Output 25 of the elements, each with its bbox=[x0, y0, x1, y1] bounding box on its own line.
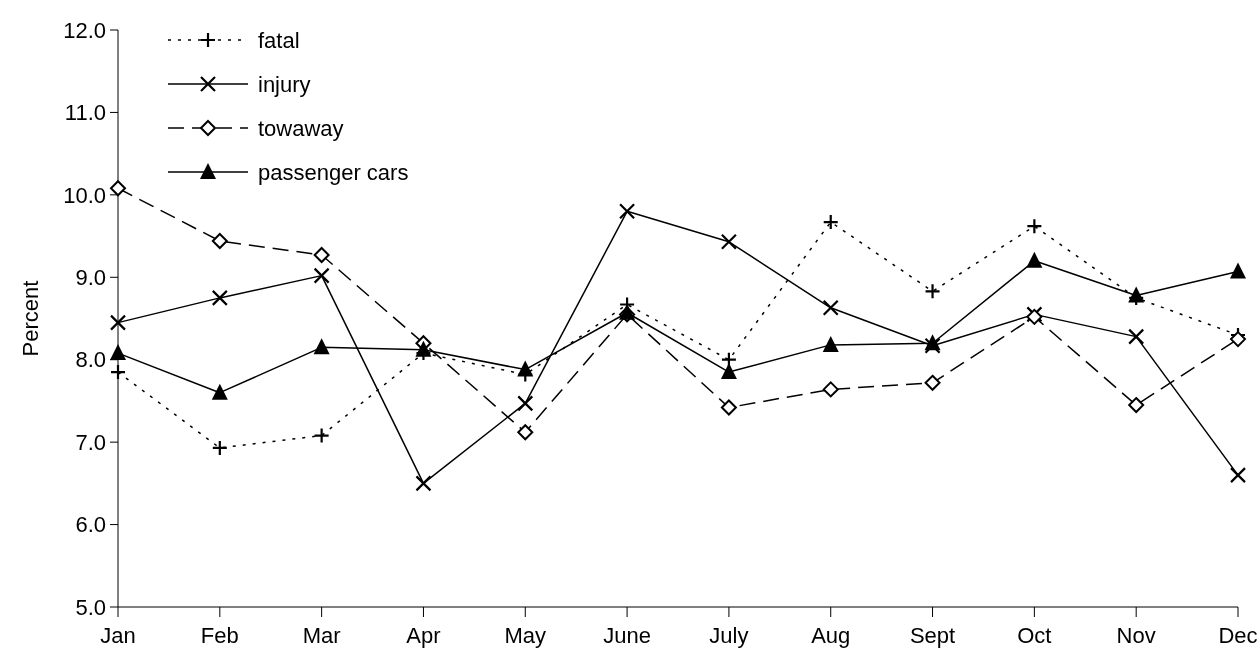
legend-label: fatal bbox=[258, 27, 300, 53]
y-axis-title: Percent bbox=[18, 280, 43, 357]
y-tick-label: 12.0 bbox=[63, 17, 106, 43]
x-tick-label: Sept bbox=[909, 623, 956, 648]
y-tick-label: 8.0 bbox=[75, 347, 106, 373]
x-tick-label: July bbox=[709, 623, 749, 648]
y-tick-label: 7.0 bbox=[75, 429, 106, 455]
legend-label: towaway bbox=[258, 115, 344, 141]
legend-label: injury bbox=[258, 71, 311, 97]
x-tick-label: Oct bbox=[1017, 623, 1052, 648]
legend-label: passenger cars bbox=[258, 159, 409, 185]
x-tick-label: Mar bbox=[302, 623, 341, 648]
x-tick-label: Apr bbox=[406, 623, 441, 648]
x-tick-label: Aug bbox=[811, 623, 851, 648]
x-tick-label: Jan bbox=[100, 623, 136, 648]
x-tick-label: Dec bbox=[1218, 623, 1258, 648]
x-tick-label: May bbox=[504, 623, 547, 648]
y-tick-label: 11.0 bbox=[64, 100, 106, 126]
y-tick-label: 10.0 bbox=[63, 182, 106, 208]
y-tick-label: 5.0 bbox=[75, 594, 106, 620]
x-tick-label: Feb bbox=[200, 623, 239, 648]
y-tick-label: 6.0 bbox=[75, 512, 106, 538]
x-tick-label: Nov bbox=[1116, 623, 1156, 648]
x-tick-label: June bbox=[603, 623, 651, 648]
y-tick-label: 9.0 bbox=[75, 264, 106, 290]
